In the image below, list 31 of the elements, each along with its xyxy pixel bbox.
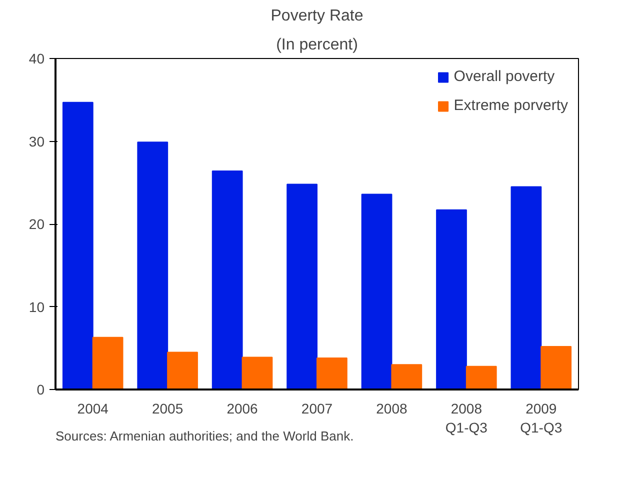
bar (62, 102, 94, 390)
source-note: Sources: Armenian authorities; and the World Bank. (56, 428, 354, 444)
bar (510, 186, 542, 390)
bar (316, 358, 348, 390)
x-tick-label: 2009 Q1-Q3 (520, 400, 562, 436)
y-tick-label: 0 (36, 382, 45, 398)
x-tick-label: 2008 (376, 400, 408, 416)
bar (242, 356, 273, 390)
x-tick-label: 2007 (301, 400, 333, 416)
legend-label: Extreme porverty (454, 97, 568, 114)
chart-title: Poverty Rate (270, 8, 364, 24)
y-tick-label: 40 (28, 50, 45, 66)
bar (286, 184, 318, 390)
y-tick-label: 30 (28, 133, 45, 150)
x-tick-label: 2005 (152, 400, 184, 416)
y-tick-label: 10 (28, 298, 45, 315)
bar (137, 142, 168, 390)
bar (167, 352, 198, 390)
bar (436, 209, 467, 390)
chart-subtitle: (In percent) (276, 36, 358, 54)
legend-label: Overall poverty (454, 68, 555, 85)
bar (92, 336, 124, 390)
y-tick-label: 20 (28, 216, 45, 232)
bar (540, 346, 572, 390)
x-tick-label: 2004 (77, 400, 109, 416)
bar (391, 364, 422, 390)
x-tick-label: 2006 (226, 400, 258, 416)
bar (466, 366, 497, 390)
bar (212, 170, 243, 390)
x-tick-label: 2008 Q1-Q3 (445, 400, 488, 436)
bar (361, 194, 392, 390)
